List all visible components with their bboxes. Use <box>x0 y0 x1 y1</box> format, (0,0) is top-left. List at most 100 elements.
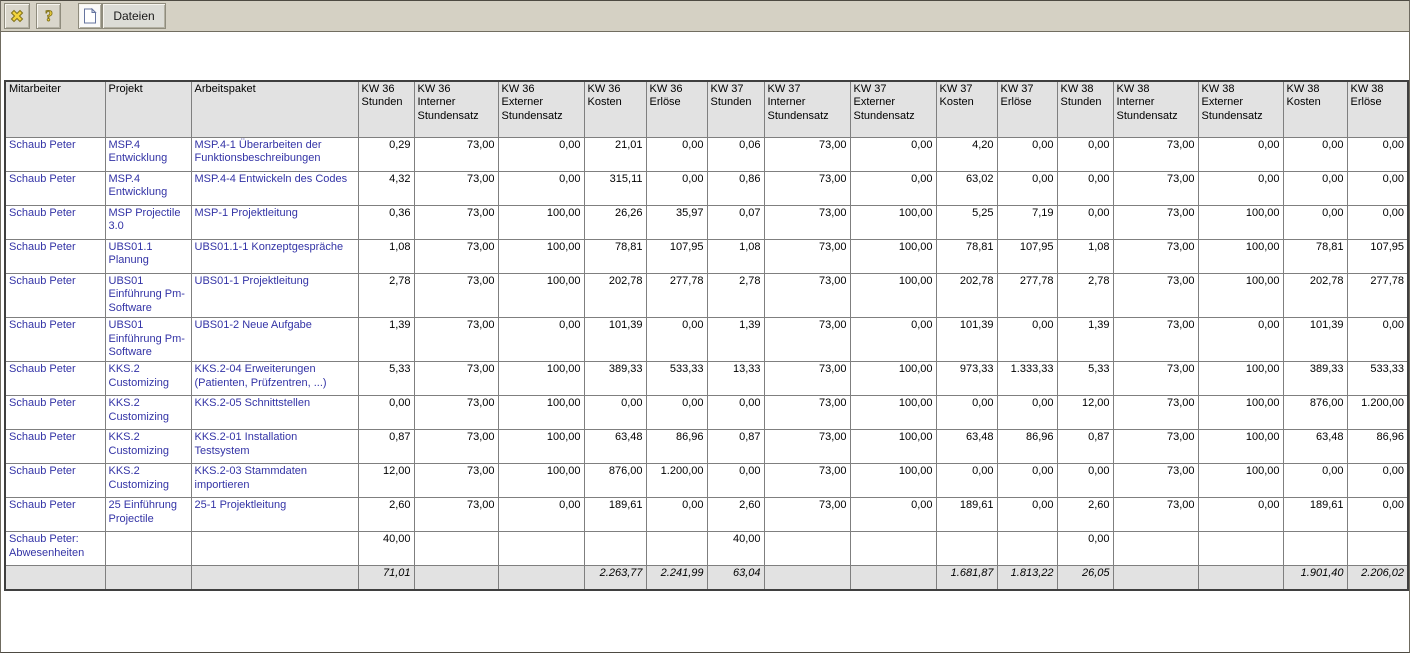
value-cell: 40,00 <box>357 531 415 567</box>
value-cell: 100,00 <box>497 463 585 499</box>
new-file-button[interactable] <box>78 3 102 29</box>
arbeitspaket-link[interactable]: UBS01-2 Neue Aufgabe <box>190 317 359 363</box>
mitarbeiter-link[interactable]: Schaub Peter <box>4 171 106 206</box>
arbeitspaket-link[interactable]: KKS.2-03 Stammdaten importieren <box>190 463 359 499</box>
value-cell: 73,00 <box>1112 361 1199 397</box>
value-cell: 0,00 <box>849 497 937 533</box>
arbeitspaket-link[interactable]: KKS.2-04 Erweiterungen (Patienten, Prüfz… <box>190 361 359 397</box>
value-cell: 1,39 <box>706 317 765 363</box>
mitarbeiter-link[interactable]: Schaub Peter <box>4 205 106 240</box>
totals-value-cell <box>413 565 499 591</box>
value-cell: 0,00 <box>935 395 998 431</box>
value-cell: 100,00 <box>1197 239 1284 274</box>
value-cell: 389,33 <box>1282 361 1348 397</box>
projekt-link[interactable]: KKS.2 Customizing <box>104 463 192 499</box>
value-cell: 100,00 <box>497 205 585 240</box>
table-row: Schaub Peter UBS01 Einführung Pm-Software… <box>4 317 1409 363</box>
value-cell: 35,97 <box>645 205 708 240</box>
mitarbeiter-link[interactable]: Schaub Peter <box>4 429 106 465</box>
value-cell: 2,78 <box>1056 272 1114 319</box>
projekt-link[interactable]: UBS01 Einführung Pm-Software <box>104 272 192 319</box>
column-header: KW 38 Kosten <box>1282 80 1348 138</box>
value-cell: 73,00 <box>413 429 499 465</box>
arbeitspaket-link[interactable]: KKS.2-01 Installation Testsystem <box>190 429 359 465</box>
value-cell <box>497 531 585 567</box>
value-cell: 100,00 <box>849 429 937 465</box>
value-cell: 73,00 <box>1112 171 1199 206</box>
projekt-link <box>104 531 192 567</box>
totals-value-cell <box>849 565 937 591</box>
mitarbeiter-link[interactable]: Schaub Peter <box>4 137 106 172</box>
mitarbeiter-link[interactable]: Schaub Peter <box>4 317 106 363</box>
column-header: KW 38 Externer Stundensatz <box>1197 80 1284 138</box>
value-cell <box>1197 531 1284 567</box>
arbeitspaket-link[interactable]: MSP.4-4 Entwickeln des Codes <box>190 171 359 206</box>
value-cell: 0,00 <box>357 395 415 431</box>
value-cell <box>1112 531 1199 567</box>
projekt-link[interactable]: UBS01 Einführung Pm-Software <box>104 317 192 363</box>
value-cell: 73,00 <box>413 463 499 499</box>
mitarbeiter-link[interactable]: Schaub Peter <box>4 361 106 397</box>
toolbar: ? Dateien <box>1 1 1409 32</box>
value-cell: 0,00 <box>996 497 1058 533</box>
value-cell: 0,00 <box>645 171 708 206</box>
dateien-button[interactable]: Dateien <box>102 3 166 29</box>
value-cell: 0,87 <box>706 429 765 465</box>
value-cell: 0,00 <box>583 395 647 431</box>
value-cell: 73,00 <box>763 137 851 172</box>
value-cell: 100,00 <box>1197 361 1284 397</box>
projekt-link[interactable]: MSP Projectile 3.0 <box>104 205 192 240</box>
value-cell: 0,07 <box>706 205 765 240</box>
value-cell: 73,00 <box>1112 137 1199 172</box>
help-button[interactable]: ? <box>36 3 61 29</box>
projekt-link[interactable]: MSP.4 Entwicklung <box>104 137 192 172</box>
arbeitspaket-link[interactable]: KKS.2-05 Schnittstellen <box>190 395 359 431</box>
arbeitspaket-link[interactable]: MSP.4-1 Überarbeiten der Funktionsbeschr… <box>190 137 359 172</box>
totals-value-cell: 2.206,02 <box>1346 565 1409 591</box>
value-cell: 4,20 <box>935 137 998 172</box>
value-cell: 0,00 <box>996 463 1058 499</box>
value-cell: 78,81 <box>1282 239 1348 274</box>
table-row: Schaub Peter KKS.2 Customizing KKS.2-05 Sc… <box>4 395 1409 431</box>
value-cell: 101,39 <box>583 317 647 363</box>
value-cell: 0,00 <box>996 171 1058 206</box>
value-cell: 533,33 <box>645 361 708 397</box>
projekt-link[interactable]: KKS.2 Customizing <box>104 395 192 431</box>
totals-value-cell <box>763 565 851 591</box>
column-header: KW 36 Stunden <box>357 80 415 138</box>
value-cell: 73,00 <box>1112 272 1199 319</box>
projekt-link[interactable]: KKS.2 Customizing <box>104 429 192 465</box>
arbeitspaket-link[interactable]: MSP-1 Projektleitung <box>190 205 359 240</box>
arbeitspaket-link[interactable]: UBS01.1-1 Konzeptgespräche <box>190 239 359 274</box>
value-cell: 0,87 <box>357 429 415 465</box>
mitarbeiter-link[interactable]: Schaub Peter <box>4 239 106 274</box>
value-cell: 73,00 <box>1112 463 1199 499</box>
mitarbeiter-link[interactable]: Schaub Peter <box>4 497 106 533</box>
mitarbeiter-link[interactable]: Schaub Peter: Abwesenheiten <box>4 531 106 567</box>
projekt-link[interactable]: KKS.2 Customizing <box>104 361 192 397</box>
value-cell: 202,78 <box>1282 272 1348 319</box>
arbeitspaket-link[interactable]: UBS01-1 Projektleitung <box>190 272 359 319</box>
value-cell <box>583 531 647 567</box>
value-cell: 1,39 <box>357 317 415 363</box>
value-cell: 315,11 <box>583 171 647 206</box>
mitarbeiter-link[interactable]: Schaub Peter <box>4 272 106 319</box>
totals-value-cell: 71,01 <box>357 565 415 591</box>
value-cell: 1,08 <box>706 239 765 274</box>
mitarbeiter-link[interactable]: Schaub Peter <box>4 463 106 499</box>
value-cell: 73,00 <box>1112 317 1199 363</box>
value-cell: 0,00 <box>497 137 585 172</box>
projekt-link[interactable]: MSP.4 Entwicklung <box>104 171 192 206</box>
value-cell: 2,78 <box>706 272 765 319</box>
value-cell: 73,00 <box>413 239 499 274</box>
projekt-link[interactable]: 25 Einführung Projectile <box>104 497 192 533</box>
column-header: KW 38 Stunden <box>1056 80 1114 138</box>
mitarbeiter-link[interactable]: Schaub Peter <box>4 395 106 431</box>
table-row: Schaub Peter 25 Einführung Projectile 25-1… <box>4 497 1409 533</box>
arbeitspaket-link[interactable]: 25-1 Projektleitung <box>190 497 359 533</box>
help-icon: ? <box>41 7 57 25</box>
projekt-link[interactable]: UBS01.1 Planung <box>104 239 192 274</box>
close-button[interactable] <box>4 3 30 29</box>
value-cell: 100,00 <box>849 205 937 240</box>
value-cell: 73,00 <box>1112 395 1199 431</box>
